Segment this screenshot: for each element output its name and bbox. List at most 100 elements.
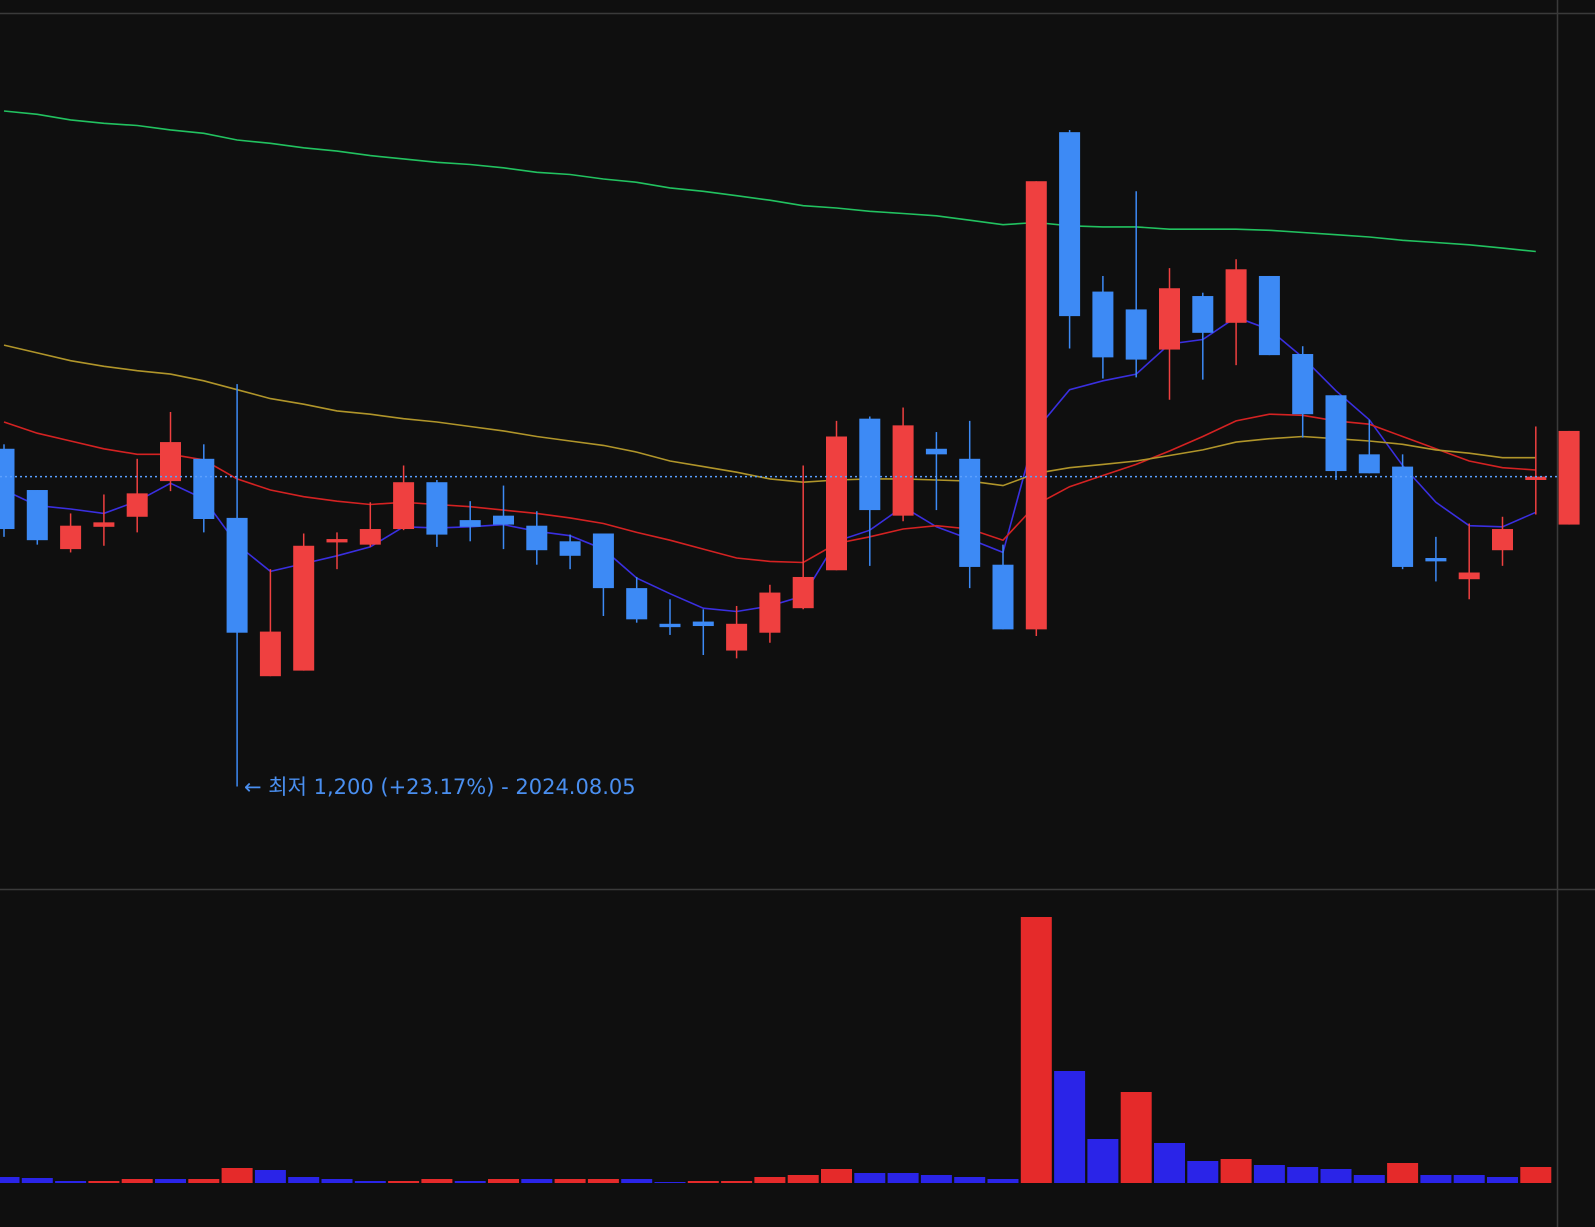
- candle-body: [1425, 558, 1447, 562]
- volume-bar: [121, 1179, 153, 1183]
- candle-body: [1392, 466, 1414, 567]
- volume-bar: [354, 1181, 386, 1183]
- volume-bar: [21, 1178, 53, 1183]
- volume-bar: [1154, 1143, 1185, 1183]
- candles: [0, 129, 1580, 787]
- volume-bar: [821, 1169, 852, 1183]
- candle-body: [1225, 269, 1247, 323]
- volume-bar: [1220, 1159, 1252, 1183]
- candle-body: [293, 545, 315, 671]
- candle-body: [493, 515, 514, 525]
- volume-bar: [1520, 1167, 1552, 1183]
- candle-body: [0, 448, 15, 530]
- candle-body: [259, 631, 281, 677]
- candle-body: [726, 623, 748, 651]
- candle-body: [959, 458, 981, 567]
- volume-bar: [521, 1179, 553, 1183]
- candle-body: [826, 436, 847, 571]
- moving-average-line: [3, 413, 1536, 564]
- candle-body: [559, 541, 581, 556]
- volume-bar: [288, 1177, 320, 1183]
- volume-bar: [221, 1168, 253, 1183]
- volume-bar: [787, 1175, 819, 1183]
- candle-body: [992, 564, 1014, 630]
- volume-bar: [1420, 1175, 1452, 1183]
- candle-body: [1258, 275, 1280, 356]
- candle-body: [1092, 291, 1114, 358]
- volume-bar: [254, 1170, 286, 1183]
- volume-bar: [554, 1179, 586, 1183]
- volume-bar: [1253, 1165, 1285, 1183]
- volume-bar: [321, 1179, 353, 1183]
- volume-pane: [0, 917, 1552, 1183]
- volume-bar: [1020, 917, 1052, 1183]
- candle-body: [193, 458, 215, 520]
- volume-bar: [987, 1179, 1019, 1183]
- volume-bar: [920, 1175, 952, 1183]
- candle-body: [925, 448, 947, 455]
- volume-bar: [687, 1181, 719, 1183]
- volume-bar: [954, 1177, 986, 1183]
- candle-body: [659, 623, 681, 628]
- candle-body: [626, 588, 648, 620]
- candle-body: [160, 442, 181, 482]
- candle-body: [1125, 309, 1147, 360]
- candle-body: [892, 425, 914, 516]
- volume-bar: [721, 1181, 753, 1183]
- candle-body: [1059, 132, 1081, 317]
- candle-body: [393, 482, 415, 530]
- candle-body: [459, 520, 481, 527]
- volume-bar: [1054, 1071, 1086, 1183]
- candle-body: [1525, 476, 1547, 480]
- candle-body: [126, 493, 148, 517]
- candle-body: [26, 490, 48, 541]
- candle-body: [1458, 572, 1480, 580]
- candle-body: [1025, 181, 1047, 630]
- candle-body: [759, 592, 781, 633]
- volume-bar: [887, 1173, 919, 1183]
- volume-bar: [1120, 1092, 1152, 1183]
- volume-bar: [1487, 1177, 1518, 1183]
- candle-body: [426, 482, 448, 535]
- annotation: ← 최저 1,200 (+23.17%) - 2024.08.05: [244, 775, 636, 799]
- volume-bar: [155, 1179, 186, 1183]
- volume-bar: [1187, 1161, 1219, 1183]
- volume-bar: [1287, 1167, 1319, 1183]
- volume-bar: [754, 1177, 786, 1183]
- volume-bar: [1453, 1175, 1485, 1183]
- volume-bar: [621, 1179, 653, 1183]
- volume-bar: [587, 1179, 619, 1183]
- candle-body: [859, 418, 881, 511]
- volume-bar: [0, 1177, 20, 1183]
- volume-bar: [88, 1181, 120, 1183]
- volume-bar: [454, 1181, 486, 1183]
- volume-bar: [1087, 1139, 1119, 1183]
- candle-body: [359, 529, 381, 545]
- candle-body: [1192, 296, 1214, 333]
- candle-body: [1292, 354, 1314, 415]
- moving-average-line: [3, 344, 1536, 487]
- volume-bar: [188, 1179, 220, 1183]
- volume-bar: [421, 1179, 453, 1183]
- volume-bar: [854, 1173, 886, 1183]
- candle-body: [1325, 395, 1347, 472]
- candle-body: [226, 517, 248, 633]
- moving-average-line: [3, 110, 1536, 253]
- candle-body: [692, 621, 714, 627]
- candle-body: [1492, 529, 1513, 551]
- candle-body: [326, 539, 348, 543]
- volume-bar: [55, 1181, 87, 1183]
- moving-averages: [3, 110, 1537, 613]
- volume-bar: [488, 1179, 519, 1183]
- volume-bar: [654, 1182, 686, 1183]
- candle-body: [526, 525, 548, 551]
- volume-bar: [1387, 1163, 1419, 1183]
- candle-body: [60, 525, 82, 550]
- volume-bar: [388, 1181, 420, 1183]
- volume-bar: [1320, 1169, 1352, 1183]
- candle-body: [1159, 288, 1180, 350]
- candle-body: [1558, 430, 1580, 525]
- candle-body: [592, 533, 614, 589]
- volume-bar: [1353, 1175, 1385, 1183]
